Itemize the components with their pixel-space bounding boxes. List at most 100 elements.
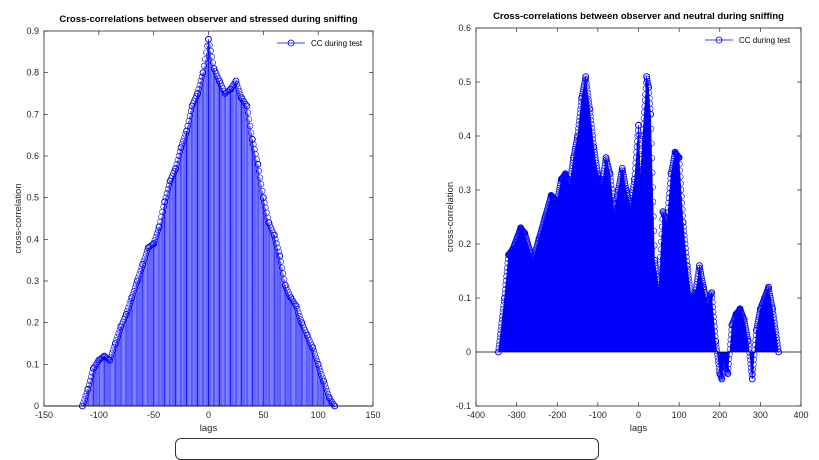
data-point xyxy=(183,127,190,406)
data-point-marker xyxy=(635,121,642,129)
data-point xyxy=(683,262,691,352)
y-tick-label: 0.4 xyxy=(26,234,39,244)
data-point xyxy=(637,170,644,352)
y-axis-label: cross-correlation xyxy=(445,182,456,252)
x-tick-label: -100 xyxy=(589,410,607,420)
data-point xyxy=(635,121,642,352)
data-point xyxy=(553,197,561,352)
data-point-marker xyxy=(320,377,328,385)
data-point xyxy=(139,260,147,406)
data-point xyxy=(111,340,119,406)
data-point xyxy=(331,402,339,410)
data-point-marker xyxy=(509,245,516,253)
data-point xyxy=(166,177,174,406)
data-point-marker xyxy=(221,90,229,97)
data-point-marker xyxy=(287,294,295,302)
data-point-marker xyxy=(765,283,772,291)
data-point-marker xyxy=(298,319,306,327)
data-point-marker xyxy=(651,256,659,264)
data-point-marker xyxy=(708,289,716,297)
data-point-marker xyxy=(683,262,691,270)
data-point-marker xyxy=(139,260,147,268)
data-point xyxy=(570,154,577,352)
data-point xyxy=(494,348,502,356)
y-axis-label: cross-correlation xyxy=(13,183,24,253)
data-point xyxy=(177,144,185,406)
data-point-marker xyxy=(769,305,776,313)
data-point-marker xyxy=(541,213,549,221)
data-point xyxy=(95,356,103,406)
data-point-marker xyxy=(210,65,218,72)
data-point xyxy=(647,111,655,352)
data-point-marker xyxy=(133,277,141,285)
data-point xyxy=(622,186,630,352)
y-tick-label: 0.1 xyxy=(26,359,39,369)
data-point xyxy=(667,170,675,352)
data-point xyxy=(89,365,97,406)
data-point-marker xyxy=(281,281,289,289)
data-point-marker xyxy=(643,73,651,80)
data-point xyxy=(696,262,703,352)
data-point xyxy=(675,154,683,352)
chart-panel-2: -400 -300 -200 -100 0 100 200 300 400 -0.1 0 0.1 0.2… xyxy=(445,11,809,434)
data-point xyxy=(84,385,92,406)
data-point-marker xyxy=(188,102,196,110)
data-point xyxy=(655,283,663,352)
data-point-marker xyxy=(687,294,695,302)
data-point xyxy=(188,102,196,406)
data-point xyxy=(574,132,581,352)
data-point-marker xyxy=(724,370,732,378)
data-point-marker xyxy=(254,160,262,168)
data-point xyxy=(265,219,273,406)
data-point-marker xyxy=(248,135,256,143)
data-point-marker xyxy=(106,356,114,364)
data-point xyxy=(578,94,586,352)
data-point xyxy=(517,224,525,352)
data-point-marker xyxy=(582,73,590,80)
data-point xyxy=(643,73,651,352)
x-axis-label: lags xyxy=(200,423,218,434)
data-point-marker xyxy=(659,208,667,216)
data-point xyxy=(651,256,659,352)
data-point-marker xyxy=(100,352,108,360)
data-point xyxy=(602,154,610,352)
legend-label: CC during test xyxy=(311,39,363,48)
y-tick-label: 0.5 xyxy=(458,77,471,87)
data-point xyxy=(276,252,284,406)
data-point xyxy=(614,186,622,352)
x-tick-label: 50 xyxy=(258,410,268,420)
data-point-marker xyxy=(691,289,699,297)
figure-canvas: -150 -100 -50 0 50 100 150 0 0.1 0.2 0.3 0.4 0.5 0.6 0… xyxy=(13,11,809,434)
data-point xyxy=(535,235,543,352)
chart-title: Cross-correlations between observer and … xyxy=(59,14,357,25)
data-point-marker xyxy=(655,283,663,291)
y-tick-label: 0.7 xyxy=(26,109,39,119)
data-point xyxy=(561,170,569,352)
data-point xyxy=(270,231,278,406)
data-point xyxy=(155,223,163,406)
data-point-marker xyxy=(590,143,598,151)
x-tick-label: 100 xyxy=(672,410,687,420)
x-tick-label: 400 xyxy=(793,410,808,420)
data-point xyxy=(557,175,565,352)
data-point xyxy=(606,170,614,352)
data-point-marker xyxy=(752,326,760,334)
legend-marker xyxy=(287,39,295,47)
data-point-marker xyxy=(712,337,720,345)
data-point-marker xyxy=(578,94,586,102)
data-point xyxy=(281,281,289,406)
data-point-marker xyxy=(740,316,748,324)
data-point xyxy=(590,143,598,352)
data-point-marker xyxy=(631,175,638,183)
y-tick-label: 0.1 xyxy=(458,293,471,303)
data-point xyxy=(78,402,86,410)
legend-box xyxy=(271,36,369,50)
data-point xyxy=(216,77,223,406)
data-point xyxy=(150,240,158,406)
data-point xyxy=(309,344,317,406)
y-tick-label: 0.2 xyxy=(26,318,39,328)
data-point xyxy=(161,198,169,406)
data-point xyxy=(303,331,311,406)
data-point-marker xyxy=(598,181,606,189)
data-point xyxy=(691,289,699,352)
